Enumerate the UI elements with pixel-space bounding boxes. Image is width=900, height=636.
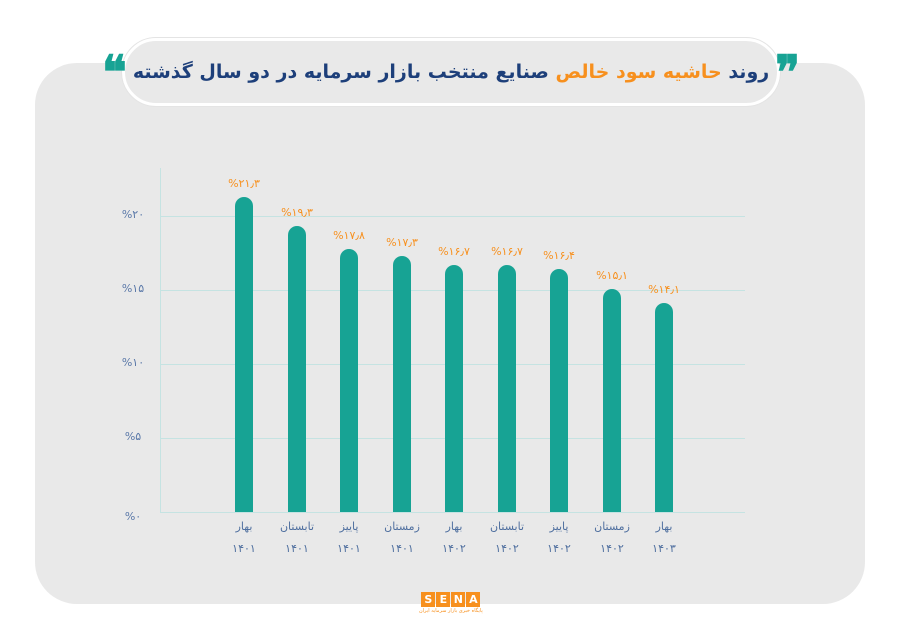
title-part1: روند (728, 61, 770, 83)
logo-letter: S (421, 592, 436, 607)
bar-value-label: %۱۶٫۷ (438, 244, 470, 258)
x-tick-label: بهار ۱۴۰۲ (419, 516, 489, 560)
x-label-season: زمستان (384, 520, 420, 533)
x-label-season: بهار (445, 520, 463, 533)
x-label-year: ۱۴۰۲ (547, 542, 571, 555)
bar-value-label: %۱۵٫۱ (596, 268, 628, 282)
bar (603, 288, 621, 512)
chart-title: روند حاشیه سود خالص صنایع منتخب بازار سر… (133, 61, 769, 83)
logo-letter: N (451, 592, 466, 607)
x-label-season: بهار (235, 520, 253, 533)
bar-value-label: %۱۶٫۴ (543, 249, 575, 263)
title-highlight: حاشیه سود خالص (555, 61, 722, 83)
bar (445, 264, 463, 512)
sena-logo: S E N A پایگاه خبری بازار سرمایه ایران (419, 592, 483, 614)
y-tick-label: %۰ (124, 510, 142, 523)
bar (498, 264, 516, 512)
bar-value-label: %۱۶٫۷ (491, 244, 523, 258)
y-tick-label: %۱۵ (121, 282, 145, 295)
x-tick-label: بهار ۱۴۰۳ (629, 516, 699, 560)
x-label-year: ۱۴۰۱ (390, 542, 414, 555)
gridline (160, 216, 745, 217)
bar-value-label: %۱۷٫۸ (333, 228, 365, 242)
x-tick-label: پاییز ۱۴۰۲ (524, 516, 594, 560)
x-label-year: ۱۴۰۱ (285, 542, 309, 555)
bar (550, 269, 568, 512)
gridline (160, 512, 745, 513)
x-label-year: ۱۴۰۳ (652, 542, 676, 555)
logo-subtitle: پایگاه خبری بازار سرمایه ایران (419, 608, 483, 614)
x-tick-label: زمستان ۱۴۰۲ (577, 516, 647, 560)
x-tick-label: زمستان ۱۴۰۱ (367, 516, 437, 560)
title-part2: صنایع منتخب بازار سرمایه در دو سال گذشته (132, 61, 549, 83)
bar-value-label: %۱۷٫۳ (386, 235, 418, 249)
y-tick-label: %۲۰ (121, 208, 145, 221)
bar-value-label: %۱۹٫۳ (281, 206, 313, 220)
logo-letter: E (436, 592, 451, 607)
bar (288, 226, 306, 512)
x-tick-label: تابستان ۱۴۰۲ (472, 516, 542, 560)
x-tick-label: تابستان ۱۴۰۱ (262, 516, 332, 560)
x-label-season: تابستان (279, 520, 315, 533)
bar (393, 255, 411, 512)
bar-value-label: %۱۴٫۱ (648, 283, 680, 297)
x-label-year: ۱۴۰۲ (495, 542, 519, 555)
x-label-year: ۱۴۰۲ (600, 542, 624, 555)
bar-value-label: %۲۱٫۳ (228, 176, 260, 190)
y-tick-label: %۵ (124, 430, 142, 443)
y-axis-line (160, 168, 161, 513)
x-label-season: زمستان (594, 520, 630, 533)
x-tick-label: پاییز ۱۴۰۱ (314, 516, 384, 560)
x-label-year: ۱۴۰۱ (337, 542, 361, 555)
x-label-year: ۱۴۰۱ (232, 542, 256, 555)
x-label-season: بهار (655, 520, 673, 533)
x-tick-label: بهار ۱۴۰۱ (209, 516, 279, 560)
x-label-season: تابستان (489, 520, 525, 533)
title-banner: ❞ روند حاشیه سود خالص صنایع منتخب بازار … (102, 38, 800, 106)
bar (655, 303, 673, 512)
bar (235, 196, 253, 512)
x-label-year: ۱۴۰۲ (442, 542, 466, 555)
logo-letter: A (466, 592, 481, 607)
x-label-season: پاییز (339, 520, 359, 533)
x-label-season: پاییز (549, 520, 569, 533)
y-tick-label: %۱۰ (121, 356, 145, 369)
bar (340, 248, 358, 512)
